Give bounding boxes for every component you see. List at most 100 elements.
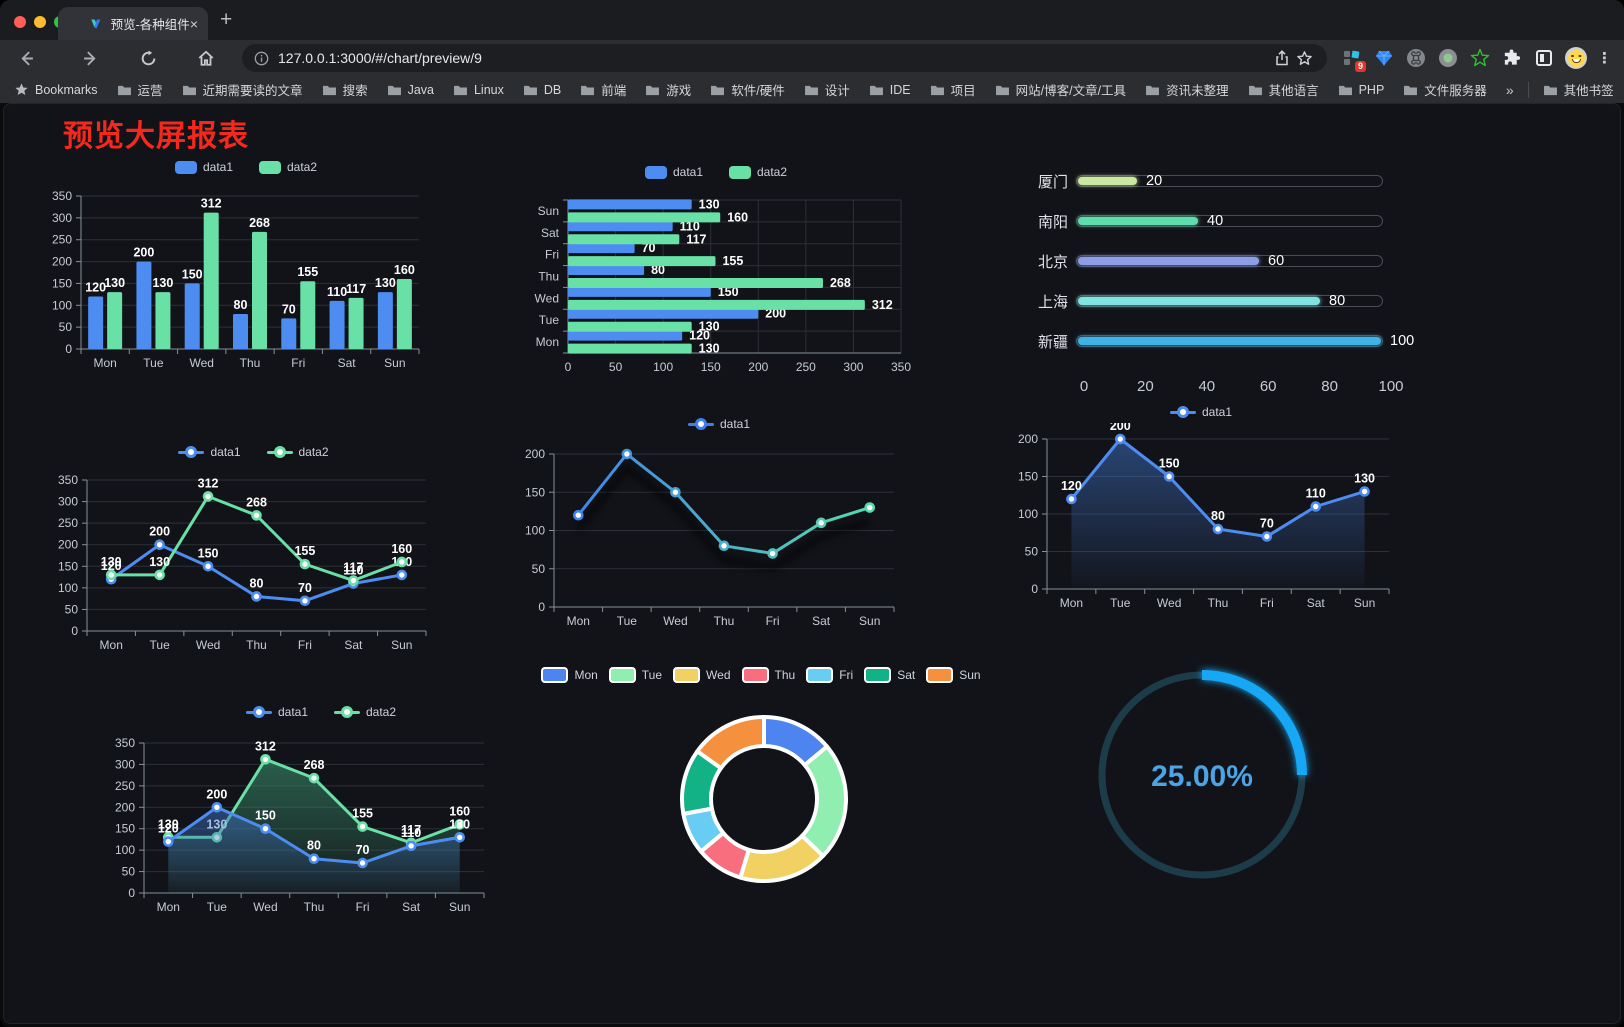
svg-text:150: 150 — [1159, 457, 1180, 471]
legend-item-Wed[interactable]: Wed — [673, 667, 731, 683]
url-bar[interactable]: 127.0.0.1:3000/#/chart/preview/9 — [242, 44, 1327, 72]
bookmark-folder[interactable]: 设计 — [804, 80, 850, 99]
legend-label: data2 — [757, 165, 788, 179]
extension-record-button[interactable] — [1437, 48, 1458, 69]
bookmark-page-button[interactable] — [1293, 47, 1315, 69]
browser-tab[interactable]: 预览-各种组件 × — [58, 7, 208, 40]
browser-menu-button[interactable]: ⋮ — [1597, 50, 1612, 67]
pie-slice-Wed[interactable] — [738, 833, 826, 883]
legend-item-data2[interactable]: data2 — [259, 160, 317, 174]
svg-text:268: 268 — [304, 758, 325, 772]
legend-item-data2[interactable]: data2 — [729, 165, 787, 179]
extension-reader-button[interactable] — [1533, 48, 1554, 69]
bookmark-folder[interactable]: Linux — [453, 83, 504, 97]
extension-star-button[interactable] — [1469, 48, 1490, 69]
legend-item-data1[interactable]: data1 — [178, 445, 241, 459]
svg-text:150: 150 — [58, 559, 78, 573]
bookmark-folder[interactable]: 资讯未整理 — [1145, 80, 1229, 99]
bookmark-folder[interactable]: 搜索 — [322, 80, 368, 99]
svg-text:200: 200 — [58, 538, 78, 552]
svg-text:200: 200 — [133, 246, 154, 260]
legend-marker — [252, 706, 265, 718]
legend-label: Sun — [959, 668, 981, 682]
legend-item-data1[interactable]: data1 — [687, 417, 750, 431]
new-tab-button[interactable]: + — [220, 8, 233, 31]
bookmark-folder[interactable]: 运营 — [117, 80, 163, 99]
legend-marker — [694, 418, 707, 430]
svg-text:0: 0 — [65, 342, 72, 356]
bookmark-folder[interactable]: 软件/硬件 — [710, 80, 785, 99]
other-bookmarks-folder[interactable]: 其他书签 — [1543, 80, 1614, 99]
legend-item-data2[interactable]: data2 — [334, 705, 396, 719]
bookmark-folder[interactable]: 游戏 — [645, 80, 691, 99]
extension-puzzle-button[interactable] — [1501, 48, 1522, 69]
profile-avatar[interactable] — [1565, 47, 1587, 69]
close-window-button[interactable] — [14, 16, 26, 28]
bookmark-folder[interactable]: 网站/博客/文章/工具 — [995, 80, 1126, 99]
capsule-fill — [1078, 337, 1381, 345]
svg-text:250: 250 — [115, 779, 135, 793]
legend-item-Fri[interactable]: Fri — [806, 667, 853, 683]
capsule-fill — [1078, 217, 1198, 225]
svg-text:150: 150 — [701, 360, 721, 374]
svg-text:130: 130 — [449, 817, 470, 831]
svg-text:Mon: Mon — [567, 614, 590, 628]
legend-item-Sat[interactable]: Sat — [864, 667, 915, 683]
svg-text:300: 300 — [52, 211, 72, 225]
bookmark-folder[interactable]: 项目 — [930, 80, 976, 99]
legend-item-data1[interactable]: data1 — [245, 705, 308, 719]
tab-close-icon[interactable]: × — [189, 15, 198, 32]
legend-swatch — [1169, 406, 1196, 418]
svg-text:160: 160 — [394, 263, 415, 277]
share-button[interactable] — [1271, 47, 1293, 69]
svg-text:70: 70 — [642, 241, 656, 255]
extension-gem-button[interactable] — [1373, 48, 1394, 69]
back-button[interactable] — [12, 44, 40, 72]
home-button[interactable] — [192, 44, 220, 72]
url-text[interactable]: 127.0.0.1:3000/#/chart/preview/9 — [278, 50, 482, 66]
legend-swatch — [334, 706, 360, 718]
bookmarks-root[interactable]: Bookmarks — [14, 82, 98, 97]
extension-command-button[interactable] — [1405, 48, 1426, 69]
svg-text:Thu: Thu — [304, 900, 325, 914]
folder-icon — [1146, 85, 1160, 95]
forward-button[interactable] — [76, 44, 104, 72]
bookmark-folder[interactable]: 近期需要读的文章 — [182, 80, 303, 99]
chart-legend: data1 data2 — [501, 161, 931, 183]
svg-text:50: 50 — [532, 562, 546, 576]
legend-item-Mon[interactable]: Mon — [541, 667, 598, 683]
svg-text:130: 130 — [104, 276, 125, 290]
bookmark-folder[interactable]: DB — [523, 83, 561, 97]
legend-item-Tue[interactable]: Tue — [608, 667, 662, 683]
svg-text:130: 130 — [101, 555, 122, 569]
svg-text:100: 100 — [58, 581, 78, 595]
bookmark-folder[interactable]: 前端 — [580, 80, 626, 99]
svg-text:117: 117 — [401, 823, 421, 837]
legend-item-data1[interactable]: data1 — [1169, 405, 1232, 419]
legend-item-Thu[interactable]: Thu — [741, 667, 795, 683]
bookmark-folder[interactable]: 文件服务器 — [1403, 80, 1487, 99]
bookmark-folder[interactable]: IDE — [869, 83, 911, 97]
reload-button[interactable] — [134, 44, 162, 72]
legend-item-data2[interactable]: data2 — [266, 445, 329, 459]
legend-item-Sun[interactable]: Sun — [926, 667, 981, 683]
legend-item-data1[interactable]: data1 — [174, 160, 233, 174]
bookmark-label: 搜索 — [342, 84, 368, 98]
capsule-value: 60 — [1268, 253, 1285, 269]
legend-item-data1[interactable]: data1 — [644, 165, 703, 179]
svg-text:80: 80 — [1211, 509, 1225, 523]
svg-text:160: 160 — [391, 542, 412, 556]
minimize-window-button[interactable] — [34, 16, 46, 28]
bookmarks-overflow-chevron[interactable]: » — [1505, 81, 1514, 98]
svg-text:Tue: Tue — [617, 614, 638, 628]
bookmark-folder[interactable]: 其他语言 — [1248, 80, 1319, 99]
site-info-icon[interactable] — [254, 51, 269, 66]
svg-text:300: 300 — [115, 757, 135, 771]
pie-slice-Sun[interactable] — [695, 715, 766, 771]
svg-text:130: 130 — [699, 197, 720, 211]
folder-icon — [646, 85, 660, 95]
extension-badge: 9 — [1354, 60, 1366, 72]
bookmark-folder[interactable]: PHP — [1338, 83, 1384, 97]
extension-grid-button[interactable]: 9 — [1341, 48, 1366, 72]
bookmark-folder[interactable]: Java — [387, 83, 434, 97]
